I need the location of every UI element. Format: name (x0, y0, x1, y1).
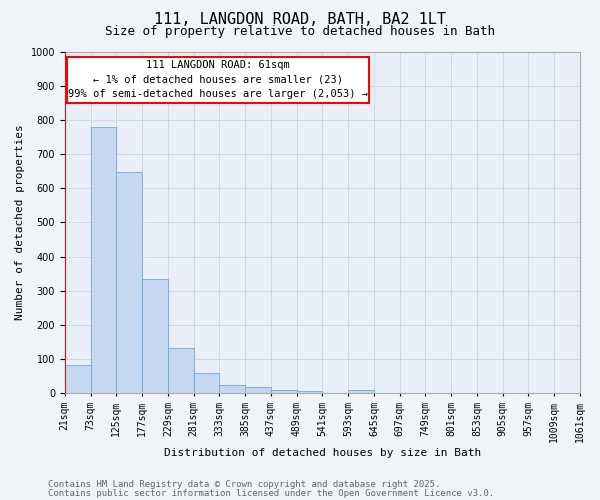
Bar (91, 126, 116, 393)
Bar (116, 172, 142, 393)
FancyBboxPatch shape (67, 56, 369, 103)
Bar (65, 365, 91, 393)
Text: 111 LANGDON ROAD: 61sqm
← 1% of detached houses are smaller (23)
99% of semi-det: 111 LANGDON ROAD: 61sqm ← 1% of detached… (68, 60, 368, 100)
Bar (168, 348, 194, 393)
Bar (348, 390, 374, 393)
Bar (220, 386, 245, 393)
Text: Size of property relative to detached houses in Bath: Size of property relative to detached ho… (105, 25, 495, 38)
Bar (194, 374, 220, 393)
Bar (271, 390, 296, 393)
Text: 111, LANGDON ROAD, BATH, BA2 1LT: 111, LANGDON ROAD, BATH, BA2 1LT (154, 12, 446, 28)
X-axis label: Distribution of detached houses by size in Bath: Distribution of detached houses by size … (164, 448, 481, 458)
Bar (142, 280, 168, 393)
Bar (245, 387, 271, 393)
Text: Contains public sector information licensed under the Open Government Licence v3: Contains public sector information licen… (48, 489, 494, 498)
Bar (296, 392, 322, 393)
Text: Contains HM Land Registry data © Crown copyright and database right 2025.: Contains HM Land Registry data © Crown c… (48, 480, 440, 489)
Y-axis label: Number of detached properties: Number of detached properties (15, 124, 25, 320)
